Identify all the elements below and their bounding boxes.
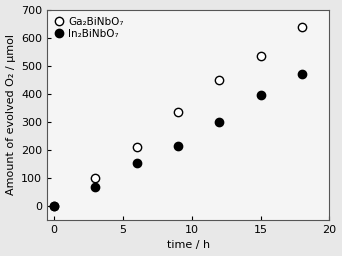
Ga₂BiNbO₇ [300, 25, 304, 28]
Ga₂BiNbO₇ [134, 145, 139, 148]
In₂BiNbO₇ [217, 120, 221, 123]
In₂BiNbO₇ [176, 144, 180, 147]
Ga₂BiNbO₇ [93, 176, 97, 179]
Ga₂BiNbO₇ [52, 205, 56, 208]
Ga₂BiNbO₇ [259, 54, 263, 57]
Ga₂BiNbO₇ [217, 79, 221, 82]
Line: Ga₂BiNbO₇: Ga₂BiNbO₇ [50, 23, 306, 210]
In₂BiNbO₇ [93, 185, 97, 188]
X-axis label: time / h: time / h [167, 240, 210, 250]
In₂BiNbO₇ [52, 205, 56, 208]
In₂BiNbO₇ [134, 162, 139, 165]
In₂BiNbO₇ [300, 72, 304, 75]
Line: In₂BiNbO₇: In₂BiNbO₇ [50, 69, 306, 210]
Ga₂BiNbO₇ [176, 110, 180, 113]
Y-axis label: Amount of evolved O₂ / μmol: Amount of evolved O₂ / μmol [5, 34, 15, 195]
Legend: Ga₂BiNbO₇, In₂BiNbO₇: Ga₂BiNbO₇, In₂BiNbO₇ [52, 15, 126, 41]
In₂BiNbO₇ [259, 94, 263, 97]
